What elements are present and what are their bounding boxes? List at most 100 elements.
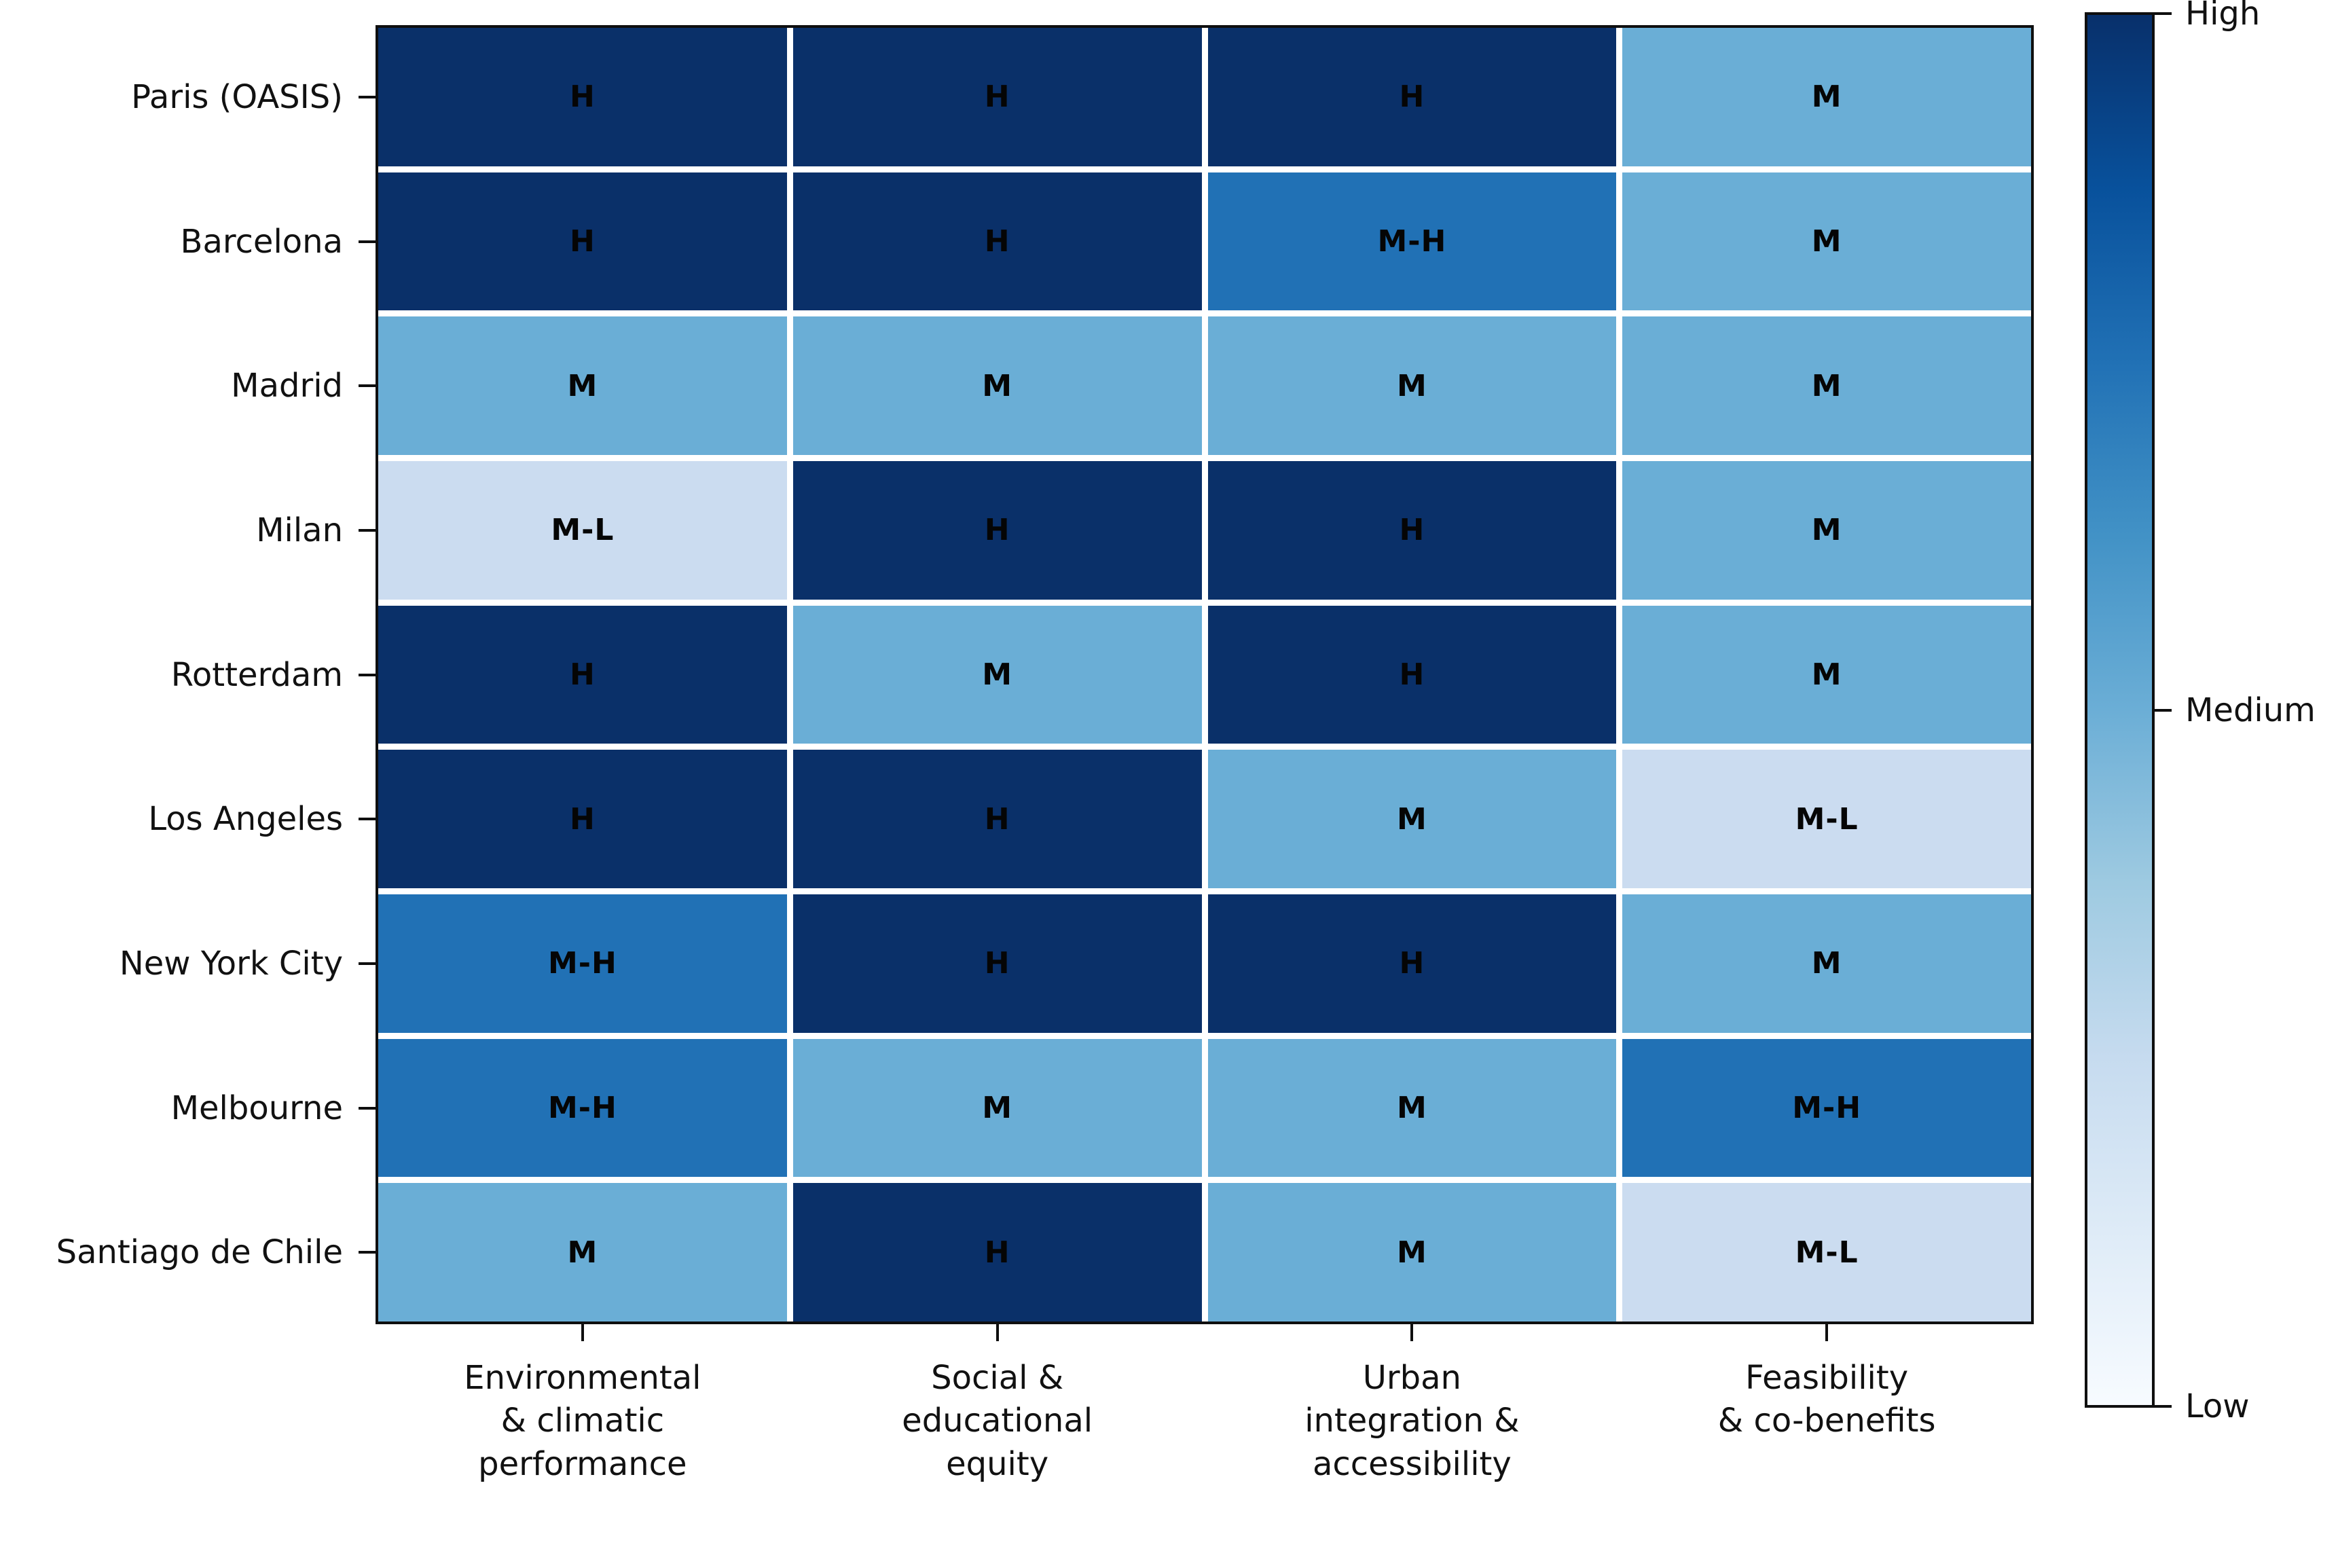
heatmap-cell: H (378, 172, 787, 311)
heatmap-cell: M-H (1622, 1038, 2031, 1178)
y-tick-mark (359, 528, 376, 532)
heatmap-cell: M (1207, 1038, 1617, 1178)
column-label: Urban integration & accessibility (1304, 1359, 1520, 1483)
cell-value-label: M-L (1795, 801, 1859, 837)
y-tick-mark (359, 240, 376, 243)
heatmap-cell: M-L (1622, 1183, 2031, 1321)
heatmap-cell: M (1207, 316, 1617, 455)
heatmap-cell: M (792, 316, 1202, 455)
heatmap-cell: H (792, 894, 1202, 1033)
cell-value-label: M (1811, 513, 1842, 548)
row-label: New York City (119, 944, 343, 983)
y-tick-mark (359, 1106, 376, 1110)
cell-value-label: H (1399, 946, 1425, 981)
cell-value-label: H (984, 79, 1010, 115)
y-tick-mark (359, 1251, 376, 1254)
cell-value-label: H (569, 801, 596, 837)
cell-value-label: H (569, 79, 596, 115)
cell-value-label: H (984, 1235, 1010, 1270)
heatmap-cell: H (1207, 461, 1617, 600)
colorbar-tick-label: Low (2185, 1387, 2250, 1425)
cell-value-label: H (569, 657, 596, 692)
column-label: Feasibility & co-benefits (1717, 1359, 1936, 1440)
heatmap-cell: M (1207, 1183, 1617, 1321)
cell-value-label: M (567, 1235, 598, 1270)
heatmap-cell: M-H (378, 1038, 787, 1178)
row-label: Milan (256, 511, 343, 549)
cell-value-label: M-H (1377, 223, 1447, 259)
cell-value-label: H (984, 513, 1010, 548)
column-label: Environmental & climatic performance (464, 1359, 701, 1483)
heatmap-cell: H (378, 750, 787, 888)
heatmap-cell: H (378, 28, 787, 166)
cell-value-label: M-H (1792, 1090, 1862, 1125)
cell-value-label: H (569, 223, 596, 259)
row-label: Barcelona (180, 222, 343, 261)
y-tick-mark (359, 962, 376, 965)
row-label: Santiago de Chile (56, 1233, 343, 1272)
cell-value-label: M-H (547, 946, 617, 981)
heatmap-cell: H (1207, 28, 1617, 166)
cell-value-label: M (1811, 79, 1842, 115)
y-tick-mark (359, 673, 376, 676)
heatmap-cell: H (792, 1183, 1202, 1321)
cell-value-label: M-L (551, 513, 615, 548)
heatmap-cell: M (792, 1038, 1202, 1178)
heatmap-cell: M (378, 1183, 787, 1321)
cell-value-label: H (984, 946, 1010, 981)
heatmap-cell: M (378, 316, 787, 455)
heatmap-cell: M (1622, 172, 2031, 311)
y-tick-mark (359, 384, 376, 388)
heatmap-cell: H (792, 461, 1202, 600)
cell-value-label: H (984, 223, 1010, 259)
row-label: Madrid (231, 367, 343, 405)
cell-value-label: M-L (1795, 1235, 1859, 1270)
cell-value-label: M (1811, 223, 1842, 259)
cell-value-label: M (982, 657, 1013, 692)
cell-value-label: M (1811, 946, 1842, 981)
heatmap-cell: M (1622, 28, 2031, 166)
cell-value-label: M (567, 368, 598, 403)
heatmap-cell: M (1207, 750, 1617, 888)
cell-value-label: M (982, 368, 1013, 403)
row-label: Rotterdam (170, 655, 343, 694)
heatmap-grid: H H H M H H M-H M M M M M M-L H H M H M H M H H M M-L M-H H H M M-H M… (376, 25, 2034, 1324)
colorbar-tick-mark (2155, 1405, 2172, 1408)
cell-value-label: H (1399, 513, 1425, 548)
heatmap-cell: H (792, 28, 1202, 166)
heatmap-cell: M-H (1207, 172, 1617, 311)
x-tick-mark (1825, 1324, 1829, 1341)
cell-value-label: H (1399, 79, 1425, 115)
colorbar-tick-label: Medium (2185, 691, 2316, 729)
x-tick-mark (581, 1324, 584, 1341)
heatmap-cell: H (792, 172, 1202, 311)
y-tick-mark (359, 818, 376, 821)
cell-value-label: M (1396, 368, 1427, 403)
colorbar-tick-label: High (2185, 0, 2261, 33)
heatmap-cell: M (1622, 894, 2031, 1033)
colorbar (2085, 12, 2155, 1408)
cell-value-label: M (1396, 801, 1427, 837)
cell-value-label: M (1811, 368, 1842, 403)
row-label: Los Angeles (148, 800, 343, 839)
colorbar-tick-mark (2155, 708, 2172, 712)
heatmap-cell: H (792, 750, 1202, 888)
heatmap-cell: H (1207, 894, 1617, 1033)
cell-value-label: M (1396, 1235, 1427, 1270)
x-tick-mark (1410, 1324, 1414, 1341)
heatmap-cell: M-L (1622, 750, 2031, 888)
heatmap-cell: M (1622, 316, 2031, 455)
y-tick-mark (359, 95, 376, 98)
heatmap-cell: M (792, 605, 1202, 744)
row-label: Paris (OASIS) (131, 77, 343, 116)
cell-value-label: H (1399, 657, 1425, 692)
heatmap-cell: H (378, 605, 787, 744)
column-label: Social & educational equity (902, 1359, 1093, 1483)
x-tick-mark (996, 1324, 999, 1341)
heatmap-cell: M (1622, 605, 2031, 744)
heatmap-cell: M-H (378, 894, 787, 1033)
cell-value-label: H (984, 801, 1010, 837)
cell-value-label: M (982, 1090, 1013, 1125)
heatmap-cell: H (1207, 605, 1617, 744)
